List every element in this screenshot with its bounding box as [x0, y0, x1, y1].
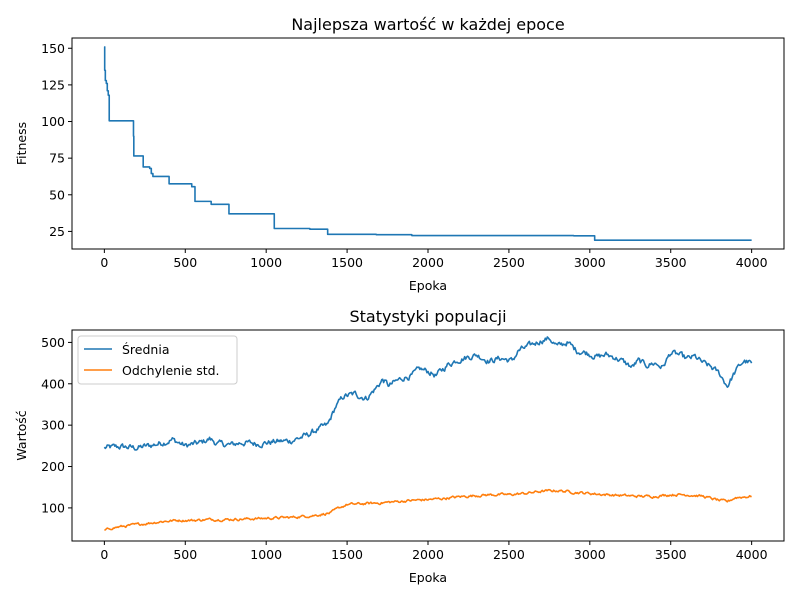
x-tick-label: 2000 [412, 547, 444, 562]
x-tick-label: 1500 [331, 255, 363, 270]
x-tick-label: 1000 [250, 547, 282, 562]
series-line-0 [103, 45, 752, 242]
legend-label-mean: Średnia [122, 342, 169, 357]
legend-box [77, 335, 238, 385]
x-tick-label: 1000 [250, 255, 282, 270]
y-tick-label: 75 [49, 151, 65, 166]
axes-frame [71, 37, 785, 250]
y-tick-label: 125 [41, 77, 65, 92]
x-tick-label: 2500 [493, 255, 525, 270]
x-tick-label: 2000 [412, 255, 444, 270]
chart-title: Statystyki populacji [349, 307, 506, 326]
y-tick-label: 50 [49, 187, 65, 202]
x-tick-label: 3000 [574, 255, 606, 270]
y-tick-label: 400 [41, 376, 65, 391]
legend: Średnia Odchylenie std. [77, 335, 238, 385]
x-axis-label: Epoka [409, 570, 447, 585]
x-tick-label: 2500 [493, 547, 525, 562]
y-tick-label: 25 [49, 224, 65, 239]
best-fitness-subplot: Najlepsza wartość w każdej epoce 0 500 100… [14, 15, 785, 293]
x-tick-label: 1500 [331, 547, 363, 562]
population-stats-subplot: Statystyki populacji 0 500 1000 1500 2000 250… [14, 307, 785, 585]
y-tick-label: 200 [41, 459, 65, 474]
x-tick-label: 3000 [574, 547, 606, 562]
x-tick-label: 0 [100, 547, 108, 562]
x-tick-label: 3500 [655, 255, 687, 270]
series-group [103, 336, 753, 531]
x-tick-label: 4000 [736, 255, 768, 270]
y-axis-label: Wartość [14, 410, 29, 460]
y-tick-label: 100 [41, 114, 65, 129]
x-tick-label: 0 [100, 255, 108, 270]
x-axis-label: Epoka [409, 278, 447, 293]
x-tick-label: 500 [173, 255, 197, 270]
axis-ticks: 0 500 1000 1500 2000 2500 3000 3500 4000 25 50 75 10… [41, 41, 767, 270]
legend-label-std: Odchylenie std. [122, 363, 220, 378]
y-tick-label: 150 [41, 41, 65, 56]
chart-title: Najlepsza wartość w każdej epoce [291, 15, 564, 34]
y-tick-label: 100 [41, 500, 65, 515]
series-line-0 [103, 336, 753, 451]
y-tick-label: 500 [41, 335, 65, 350]
series-group [103, 45, 752, 242]
y-tick-label: 300 [41, 418, 65, 433]
y-axis-label: Fitness [14, 122, 29, 165]
x-tick-label: 4000 [736, 547, 768, 562]
series-line-1 [104, 488, 752, 531]
x-tick-label: 3500 [655, 547, 687, 562]
axis-ticks: 0 500 1000 1500 2000 2500 3000 3500 4000 100 200 30… [41, 335, 767, 562]
axes-frame [71, 329, 785, 542]
x-tick-label: 500 [173, 547, 197, 562]
